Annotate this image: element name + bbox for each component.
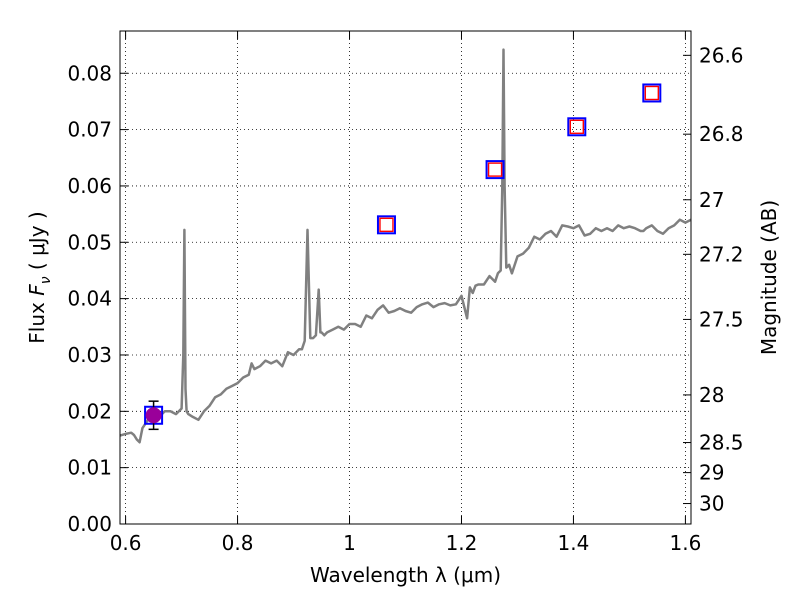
y-tick-label: 0.01 (67, 456, 112, 480)
x-tick-label: 0.6 (110, 531, 142, 555)
model-photometry-point (644, 85, 660, 101)
y2-tick-label: 28 (699, 383, 724, 407)
x-tick-label: 1.6 (669, 531, 701, 555)
y-axis-label: Flux Fν ( μJy ) (25, 211, 54, 343)
x-tick-label: 0.8 (222, 531, 254, 555)
y2-tick-label: 26.6 (699, 43, 744, 67)
ticks: 0.6 0.8 1 1.2 1.4 1.6 0.00 0.01 0.02 0.03 0.04 0.05… (67, 31, 744, 555)
y2-tick-label: 30 (699, 492, 724, 516)
x-tick-label: 1.2 (446, 531, 478, 555)
y2-axis-label: Magnitude (AB) (757, 200, 781, 355)
spectrum-line (120, 48, 691, 444)
x-axis-label: Wavelength λ (μm) (310, 563, 501, 587)
model-photometry-point (379, 217, 394, 233)
y2-tick-label: 28.5 (699, 431, 744, 455)
y-tick-label: 0.02 (67, 399, 112, 423)
y-tick-label: 0.03 (67, 343, 112, 367)
y2-tick-label: 27 (699, 188, 724, 212)
observed-photometry-point (376, 215, 396, 235)
y-tick-label: 0.08 (67, 61, 112, 85)
detection-point (145, 407, 162, 424)
y-axis-label-prefix: Flux (25, 296, 49, 344)
observed-photometry-point (567, 117, 587, 137)
observed-photometry-point (485, 160, 505, 180)
y2-tick-label: 27.2 (699, 242, 744, 266)
x-tick-label: 1 (343, 531, 356, 555)
y2-tick-label: 29 (699, 461, 724, 485)
y-tick-label: 0.06 (67, 174, 112, 198)
y-tick-label: 0.00 (67, 512, 112, 536)
y-tick-label: 0.07 (67, 118, 112, 142)
y2-tick-label: 27.5 (699, 307, 744, 331)
plot-data (120, 48, 691, 444)
observed-photometry-point (642, 83, 662, 103)
y-tick-label: 0.05 (67, 230, 112, 254)
plot-frame (119, 30, 692, 525)
model-photometry-point (569, 119, 584, 134)
model-photometry-point (487, 162, 503, 177)
x-tick-label: 1.4 (558, 531, 590, 555)
y2-tick-label: 26.8 (699, 122, 744, 146)
y-axis-label-symbol: F (25, 284, 49, 296)
series-group (120, 48, 691, 444)
y-axis-label-subscript: ν (38, 276, 54, 284)
y-tick-label: 0.04 (67, 287, 112, 311)
y-axis-label-suffix: ( μJy ) (25, 211, 49, 276)
